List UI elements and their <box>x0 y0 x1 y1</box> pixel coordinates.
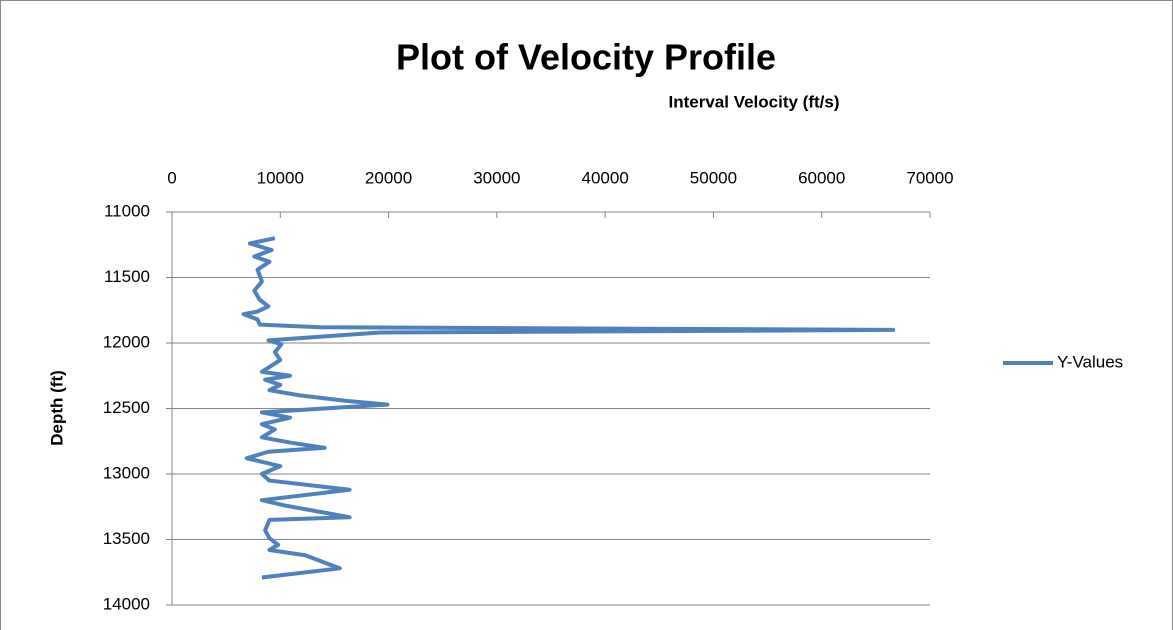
y-tick-label: 12000 <box>103 332 150 351</box>
y-tick-label: 12500 <box>103 398 150 417</box>
y-tick-label: 11500 <box>104 267 150 286</box>
y-axis-title: Depth (ft) <box>47 370 66 446</box>
x-tick-label: 60000 <box>798 168 845 187</box>
y-tick-label: 13500 <box>103 529 150 548</box>
x-tick-label: 70000 <box>906 168 953 187</box>
x-tick-label: 0 <box>167 168 176 187</box>
y-tick-label: 13000 <box>103 463 150 482</box>
x-tick-label: 20000 <box>365 168 412 187</box>
x-tick-label: 40000 <box>582 168 629 187</box>
chart-title: Plot of Velocity Profile <box>396 37 776 78</box>
y-tick-label: 11000 <box>104 201 150 220</box>
x-tick-label: 50000 <box>690 168 737 187</box>
x-tick-label: 10000 <box>257 168 304 187</box>
series-line <box>241 236 896 580</box>
y-tick-label: 14000 <box>103 594 150 613</box>
legend-label: Y-Values <box>1057 352 1123 371</box>
x-axis-title: Interval Velocity (ft/s) <box>669 92 840 111</box>
x-tick-label: 30000 <box>473 168 520 187</box>
